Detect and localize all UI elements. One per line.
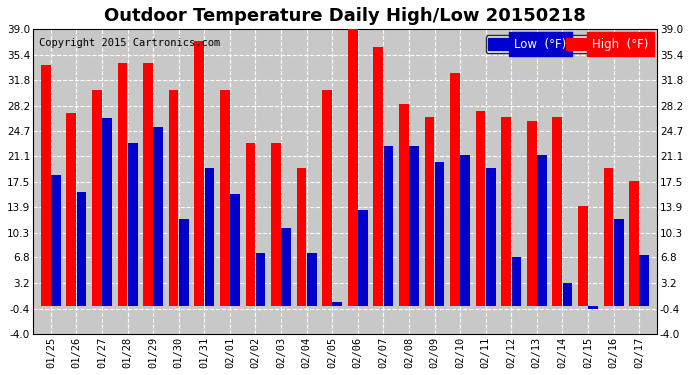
Bar — [450, 72, 460, 306]
Bar — [153, 127, 163, 306]
Bar — [230, 194, 240, 306]
Bar — [589, 306, 598, 309]
Bar — [460, 155, 470, 306]
Bar — [578, 207, 588, 306]
Bar — [562, 283, 573, 306]
Bar — [220, 90, 230, 306]
Bar — [77, 192, 86, 306]
Bar — [179, 219, 189, 306]
Text: Copyright 2015 Cartronics.com: Copyright 2015 Cartronics.com — [39, 38, 221, 48]
Bar — [373, 47, 383, 306]
Bar — [51, 175, 61, 306]
Bar — [486, 168, 495, 306]
Bar — [527, 121, 537, 306]
Bar — [144, 63, 153, 306]
Bar — [384, 146, 393, 306]
Legend: Low  (°F), High  (°F): Low (°F), High (°F) — [486, 35, 651, 53]
Bar — [501, 117, 511, 306]
Bar — [511, 258, 521, 306]
Bar — [246, 142, 255, 306]
Bar — [256, 253, 266, 306]
Bar — [195, 40, 204, 306]
Bar — [435, 162, 444, 306]
Bar — [399, 104, 408, 306]
Bar — [282, 228, 291, 306]
Bar — [629, 181, 639, 306]
Bar — [271, 142, 281, 306]
Bar — [205, 168, 215, 306]
Bar — [128, 142, 137, 306]
Bar — [333, 302, 342, 306]
Bar — [307, 253, 317, 306]
Bar — [322, 90, 332, 306]
Bar — [348, 28, 357, 306]
Bar — [92, 90, 101, 306]
Bar — [424, 117, 434, 306]
Bar — [614, 219, 624, 306]
Bar — [66, 113, 76, 306]
Bar — [358, 210, 368, 306]
Bar — [475, 111, 485, 306]
Bar — [553, 117, 562, 306]
Title: Outdoor Temperature Daily High/Low 20150218: Outdoor Temperature Daily High/Low 20150… — [104, 7, 586, 25]
Bar — [102, 118, 112, 306]
Bar — [409, 146, 419, 306]
Bar — [41, 65, 50, 306]
Bar — [169, 90, 179, 306]
Bar — [604, 168, 613, 306]
Bar — [537, 155, 546, 306]
Bar — [640, 255, 649, 306]
Bar — [297, 168, 306, 306]
Bar — [117, 63, 128, 306]
